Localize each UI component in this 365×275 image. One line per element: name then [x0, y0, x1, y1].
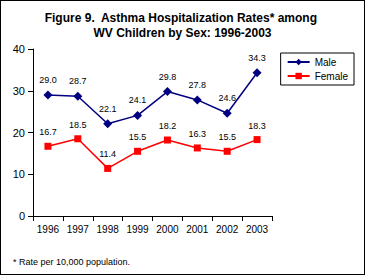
- svg-text:24.6: 24.6: [218, 93, 236, 103]
- svg-text:29.8: 29.8: [159, 72, 177, 82]
- svg-text:18.3: 18.3: [248, 121, 266, 131]
- svg-text:1997: 1997: [67, 224, 90, 235]
- svg-text:30: 30: [13, 85, 25, 97]
- svg-text:18.2: 18.2: [159, 121, 177, 131]
- svg-text:* Rate per 10,000 population.: * Rate per 10,000 population.: [13, 257, 130, 267]
- svg-text:2001: 2001: [186, 224, 209, 235]
- svg-text:18.5: 18.5: [69, 120, 87, 130]
- svg-text:27.8: 27.8: [189, 80, 207, 90]
- svg-text:10: 10: [13, 168, 25, 180]
- svg-text:2000: 2000: [156, 224, 179, 235]
- svg-text:16.3: 16.3: [189, 129, 207, 139]
- svg-text:1998: 1998: [97, 224, 120, 235]
- svg-text:0: 0: [19, 210, 25, 222]
- svg-text:2002: 2002: [216, 224, 239, 235]
- svg-text:15.5: 15.5: [218, 132, 236, 142]
- svg-text:Figure 9. Asthma Hospitalizat: Figure 9. Asthma Hospitalization Rates* …: [45, 11, 321, 25]
- svg-text:24.1: 24.1: [129, 95, 147, 105]
- svg-text:16.7: 16.7: [39, 127, 57, 137]
- svg-text:Female: Female: [315, 71, 349, 82]
- svg-text:Male: Male: [315, 57, 337, 68]
- svg-text:34.3: 34.3: [248, 53, 266, 63]
- svg-text:11.4: 11.4: [99, 149, 116, 159]
- svg-text:WV Children by Sex: 1996-2003: WV Children by Sex: 1996-2003: [93, 26, 271, 40]
- svg-text:28.7: 28.7: [69, 76, 87, 86]
- svg-text:29.0: 29.0: [39, 75, 57, 85]
- svg-text:40: 40: [13, 43, 25, 55]
- svg-text:1996: 1996: [37, 224, 60, 235]
- svg-text:2003: 2003: [246, 224, 269, 235]
- svg-text:22.1: 22.1: [99, 104, 117, 114]
- svg-text:20: 20: [13, 127, 25, 139]
- svg-text:1999: 1999: [126, 224, 149, 235]
- svg-text:15.5: 15.5: [129, 132, 147, 142]
